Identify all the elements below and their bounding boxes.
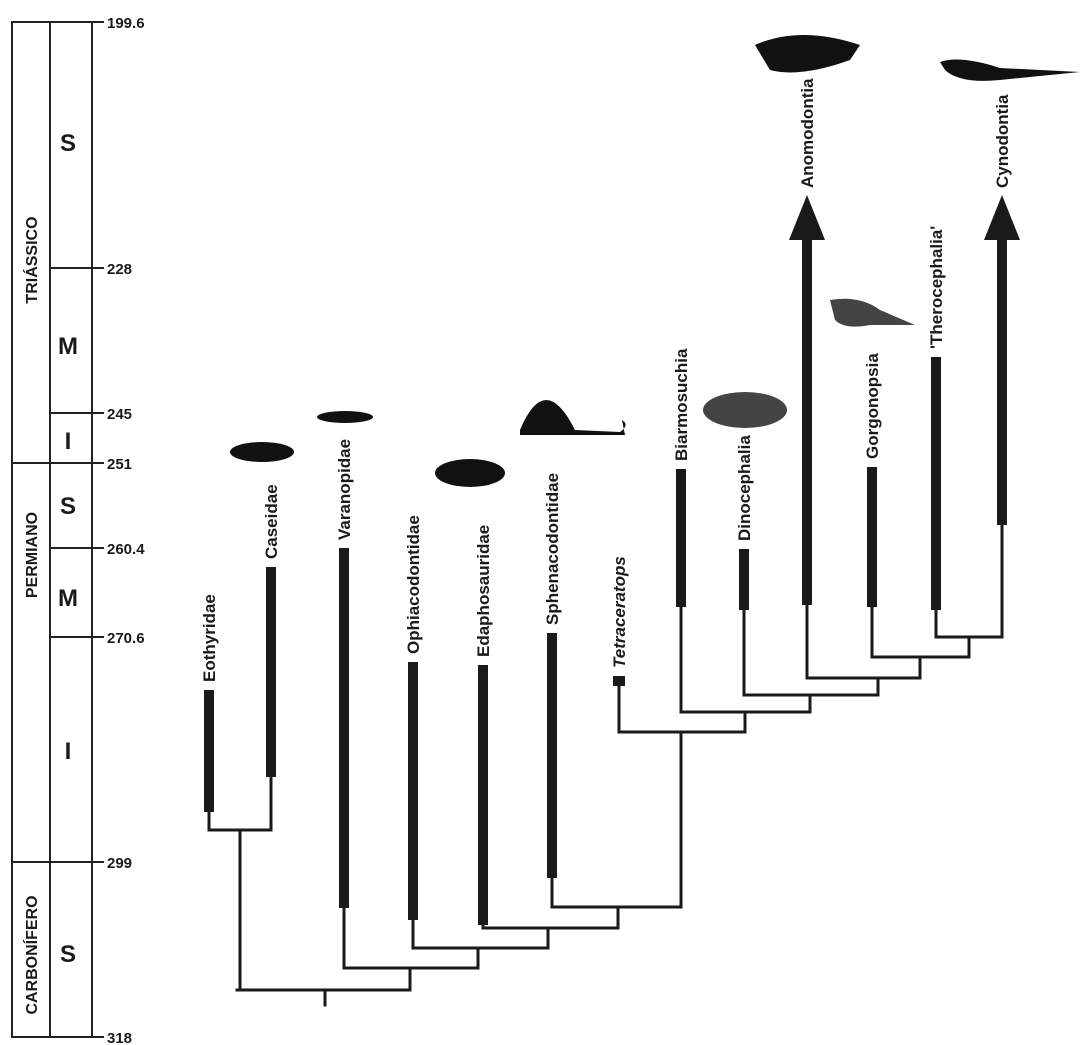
epoch-label: M <box>58 333 78 360</box>
silhouette <box>755 35 860 72</box>
range-bar <box>204 690 214 812</box>
silhouettes <box>230 35 1080 487</box>
taxon-label: Eothyridae <box>200 594 219 682</box>
silhouette <box>435 459 505 487</box>
age-label: 270.6 <box>107 630 145 647</box>
epoch-label: S <box>60 130 76 157</box>
age-label: 199.6 <box>107 15 145 32</box>
taxon-label: Tetraceratops <box>610 556 629 668</box>
phylogeny-figure: Eothyridae Caseidae Varanopidae Ophiacodont… <box>0 0 1083 1045</box>
taxon-label: Anomodontia <box>798 78 817 188</box>
period-label: TRIÁSSICO <box>22 216 41 303</box>
silhouette <box>703 392 787 428</box>
arrow-head <box>984 195 1020 240</box>
age-label: 318 <box>107 1030 132 1045</box>
silhouette <box>230 442 294 462</box>
age-label: 245 <box>107 406 132 423</box>
range-bar <box>547 633 557 878</box>
epoch-label: I <box>65 428 72 455</box>
taxon-label: Biarmosuchia <box>672 348 691 461</box>
age-label: 251 <box>107 456 132 473</box>
age-label: 299 <box>107 855 132 872</box>
epoch-label: S <box>60 493 76 520</box>
taxon-label: Gorgonopsia <box>863 353 882 459</box>
taxon-label: Dinocephalia <box>735 435 754 541</box>
taxon-label: Varanopidae <box>335 439 354 540</box>
silhouette <box>317 411 373 423</box>
range-bar <box>339 548 349 908</box>
range-bar <box>802 238 812 605</box>
silhouette <box>520 400 626 435</box>
silhouette <box>830 299 915 327</box>
silhouette <box>940 60 1080 81</box>
taxon-label: Caseidae <box>262 484 281 559</box>
taxon-label: Cynodontia <box>993 94 1012 188</box>
range-bar <box>931 357 941 610</box>
epoch-label: S <box>60 941 76 968</box>
arrow-head <box>789 195 825 240</box>
range-bar <box>997 238 1007 525</box>
epoch-label: I <box>65 738 72 765</box>
tree: Eothyridae Caseidae Varanopidae Ophiacodont… <box>200 78 1020 1005</box>
range-bar <box>478 665 488 925</box>
taxon-label: Sphenacodontidae <box>543 473 562 625</box>
period-label: CARBONÍFERO <box>22 895 41 1014</box>
epoch-label: M <box>58 585 78 612</box>
range-bar <box>867 467 877 607</box>
range-bar <box>676 469 686 607</box>
taxon-label: 'Therocephalia' <box>927 226 946 349</box>
taxon-label: Ophiacodontidae <box>404 515 423 654</box>
age-label: 228 <box>107 261 132 278</box>
range-bar <box>408 662 418 920</box>
taxon-label: Edaphosauridae <box>474 525 493 657</box>
age-label: 260.4 <box>107 541 145 558</box>
range-bar <box>739 549 749 610</box>
period-label: PERMIANO <box>24 512 41 598</box>
range-bar <box>266 567 276 777</box>
